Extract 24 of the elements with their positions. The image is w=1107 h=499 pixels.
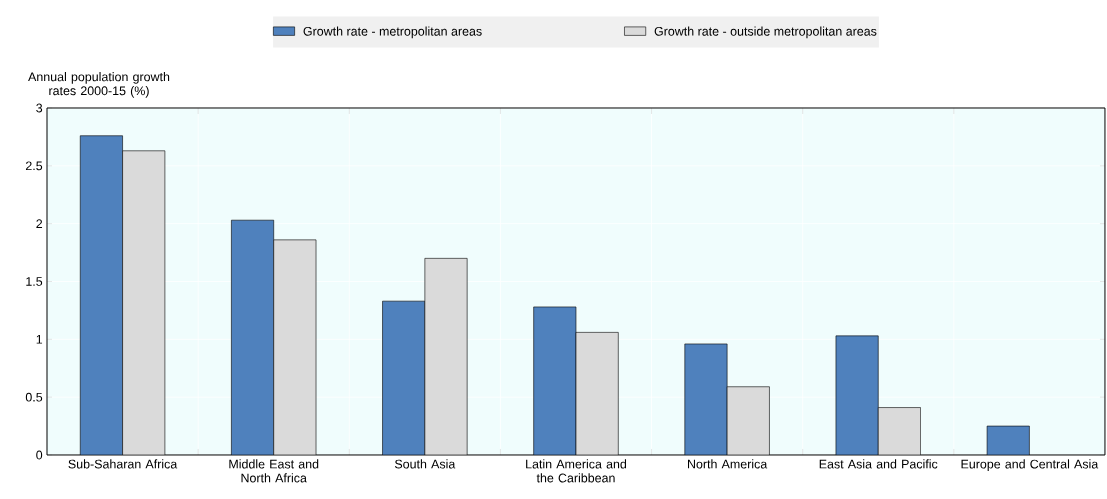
y-tick-label: 2 bbox=[36, 219, 43, 228]
bar bbox=[986, 425, 1030, 455]
y-axis-title: Annual population growth rates 2000-15 (%) bbox=[28, 72, 170, 98]
x-tick-label: Middle East and North Africa bbox=[229, 459, 319, 483]
x-tick-label: South Asia bbox=[394, 459, 456, 469]
bar bbox=[835, 335, 879, 455]
bar bbox=[231, 219, 275, 455]
bar bbox=[533, 306, 577, 455]
x-tick-label: Sub-Saharan Africa bbox=[68, 459, 178, 469]
bar bbox=[79, 135, 123, 455]
legend-label: Growth rate - metropolitan areas bbox=[303, 26, 482, 39]
y-tick-label: 3 bbox=[36, 103, 43, 113]
y-tick-label: 0 bbox=[36, 450, 43, 460]
legend-label: Growth rate - outside metropolitan areas bbox=[654, 26, 877, 39]
x-tick-label: North America bbox=[688, 459, 768, 469]
y-tick-label: 1 bbox=[36, 335, 43, 344]
x-tick-label: East Asia and Pacific bbox=[819, 459, 938, 469]
y-tick-label: 2.5 bbox=[25, 161, 43, 171]
y-tick-label: 1.5 bbox=[26, 277, 43, 286]
bar bbox=[684, 343, 728, 455]
x-tick-label: Latin America and the Caribbean bbox=[526, 459, 627, 483]
x-tick-label: Europe and Central Asia bbox=[961, 459, 1099, 471]
bar bbox=[382, 300, 426, 455]
y-tick-label: 0.5 bbox=[25, 392, 43, 402]
